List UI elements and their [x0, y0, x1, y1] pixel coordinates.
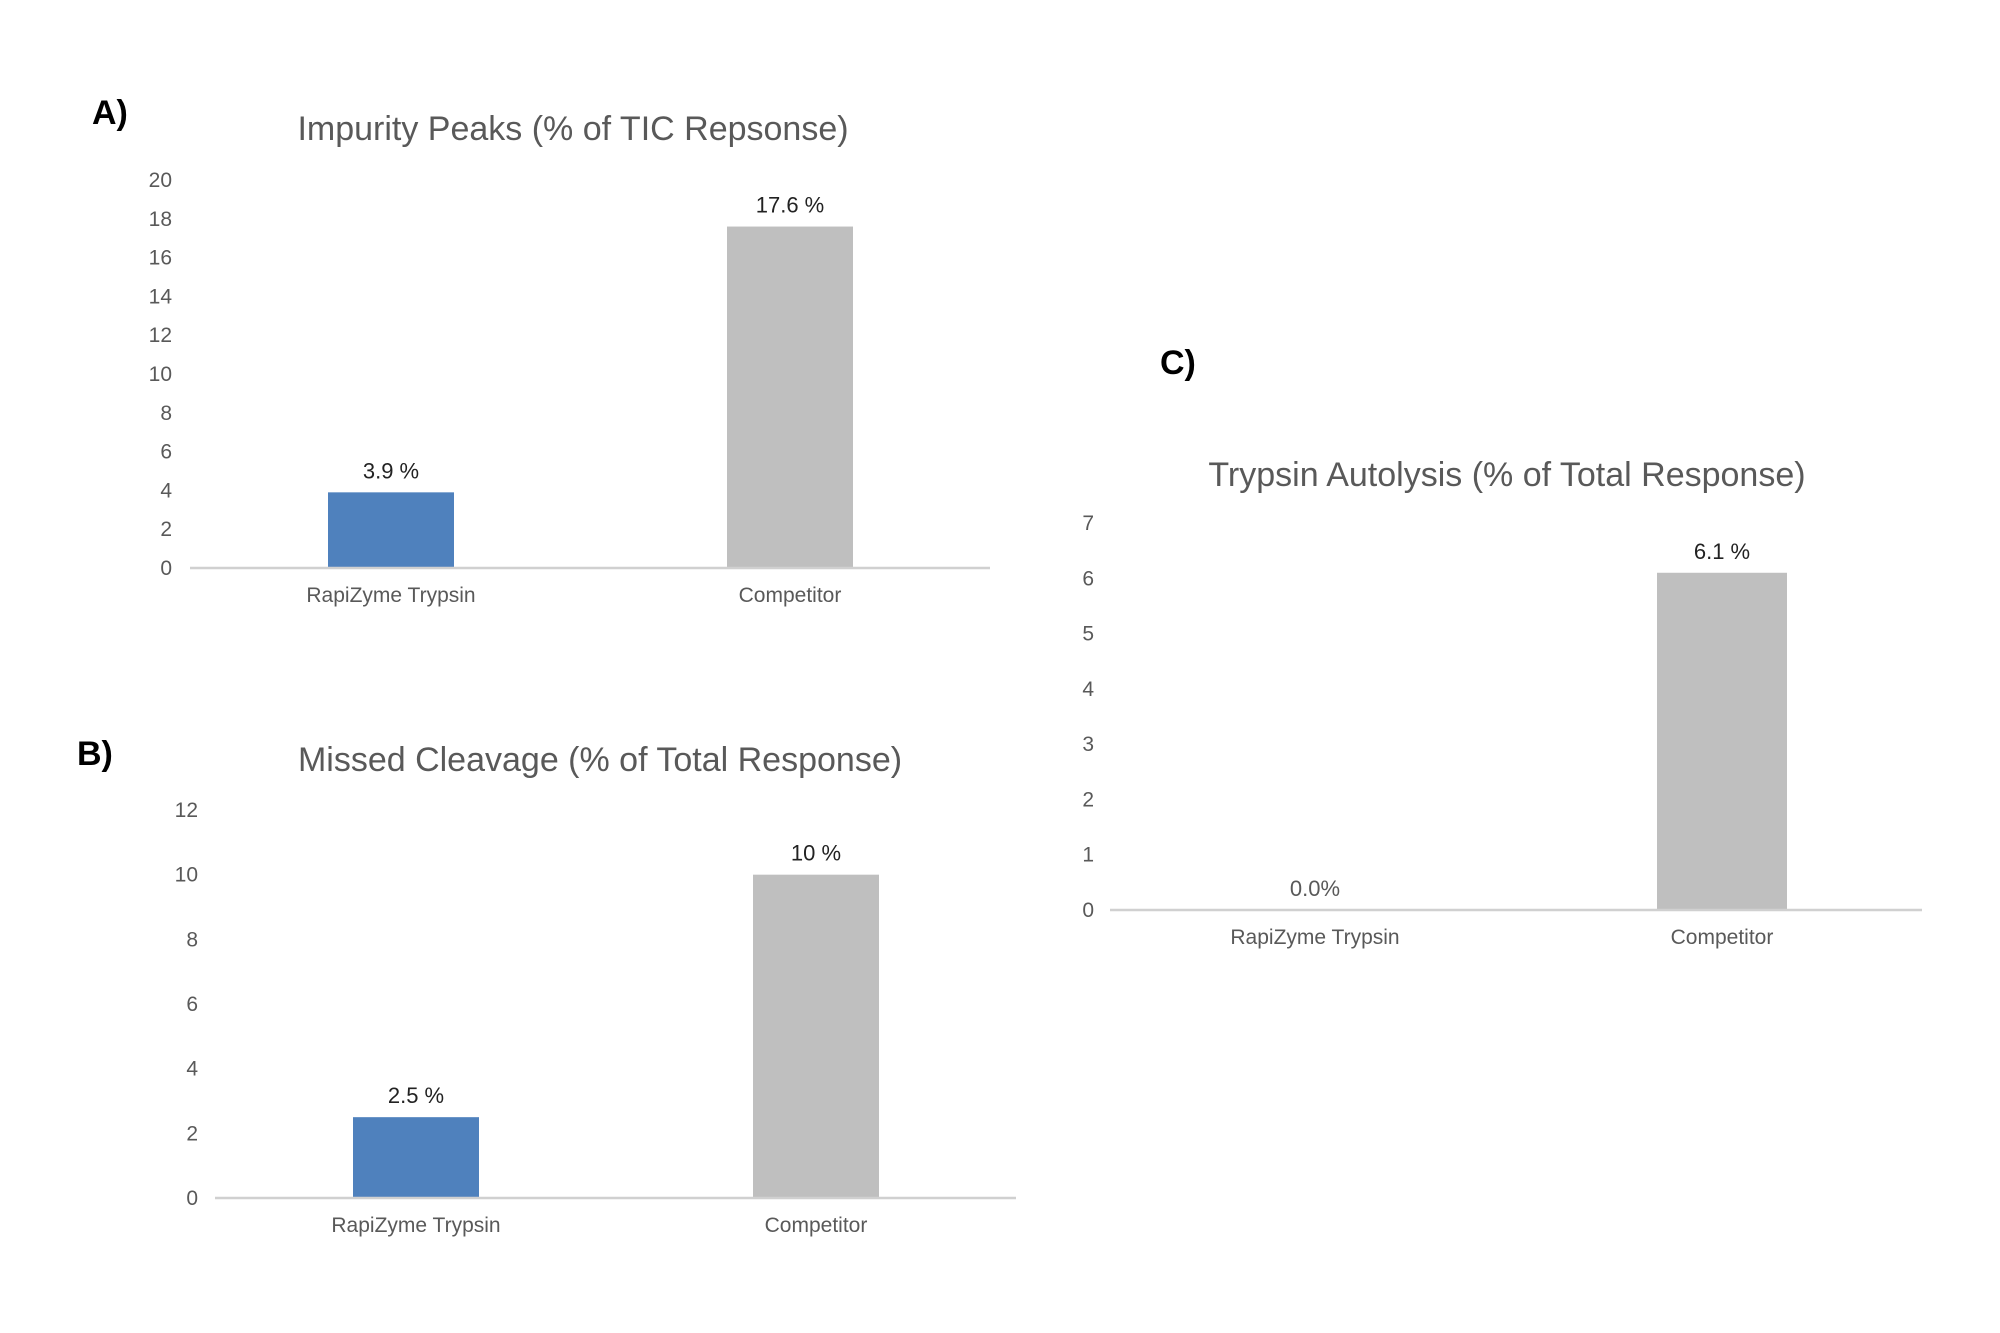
data-label: 6.1 %	[1694, 539, 1750, 564]
data-labels-b: 2.5 % 10 %	[388, 841, 841, 1108]
chart-c: C) Trypsin Autolysis (% of Total Respons…	[1082, 344, 1922, 949]
chart-title-c: Trypsin Autolysis (% of Total Response)	[1208, 456, 1805, 494]
bar	[328, 492, 454, 568]
category-label: RapiZyme Trypsin	[306, 584, 475, 607]
y-tick-label: 0	[160, 557, 172, 580]
y-tick-label: 14	[149, 285, 173, 308]
bars-b	[353, 874, 879, 1198]
category-labels-a: RapiZyme Trypsin Competitor	[306, 584, 841, 607]
y-tick-label: 8	[160, 402, 172, 425]
y-tick-label: 10	[175, 864, 198, 887]
y-tick-label: 12	[175, 799, 198, 822]
y-tick-label: 1	[1082, 844, 1094, 867]
y-ticks-c: 0 1 2 3 4 5 6 7	[1082, 512, 1094, 922]
data-labels-c: 0.0% 6.1 %	[1290, 539, 1750, 901]
chart-b: B) Missed Cleavage (% of Total Response)…	[77, 735, 1016, 1237]
bar	[1657, 572, 1787, 910]
category-label: RapiZyme Trypsin	[331, 1214, 500, 1237]
y-tick-label: 6	[160, 441, 172, 464]
y-tick-label: 2	[186, 1122, 198, 1145]
category-labels-c: RapiZyme Trypsin Competitor	[1230, 926, 1773, 949]
y-tick-label: 4	[160, 479, 172, 502]
category-label: Competitor	[1671, 926, 1774, 949]
category-label: Competitor	[765, 1214, 868, 1237]
y-tick-label: 4	[1082, 678, 1094, 701]
panel-label-a: A)	[92, 94, 128, 132]
y-tick-label: 0	[1082, 899, 1094, 922]
y-tick-label: 16	[149, 247, 172, 270]
data-label: 10 %	[791, 841, 841, 866]
y-ticks-a: 0 2 4 6 8 10 12 14 16 18 20	[149, 169, 173, 580]
data-labels-a: 3.9 % 17.6 %	[363, 193, 824, 484]
data-label: 17.6 %	[756, 193, 825, 218]
bar	[727, 226, 853, 568]
data-label: 0.0%	[1290, 876, 1340, 901]
y-ticks-b: 0 2 4 6 8 10 12	[175, 799, 199, 1210]
y-tick-label: 0	[186, 1187, 198, 1210]
y-tick-label: 6	[1082, 567, 1094, 590]
data-label: 2.5 %	[388, 1083, 444, 1108]
data-label: 3.9 %	[363, 458, 419, 483]
y-tick-label: 5	[1082, 623, 1094, 646]
panel-label-c: C)	[1160, 344, 1196, 382]
y-tick-label: 3	[1082, 733, 1094, 756]
y-tick-label: 18	[149, 208, 172, 231]
category-label: Competitor	[739, 584, 842, 607]
bars-c	[1657, 572, 1787, 910]
y-tick-label: 8	[186, 928, 198, 951]
y-tick-label: 10	[149, 363, 172, 386]
y-tick-label: 6	[186, 993, 198, 1016]
panel-label-b: B)	[77, 735, 113, 773]
y-tick-label: 2	[160, 518, 172, 541]
bar	[753, 874, 879, 1198]
y-tick-label: 12	[149, 324, 172, 347]
y-tick-label: 2	[1082, 788, 1094, 811]
chart-a: A) Impurity Peaks (% of TIC Repsonse) 0 2…	[92, 94, 990, 607]
y-tick-label: 7	[1082, 512, 1094, 535]
category-label: RapiZyme Trypsin	[1230, 926, 1399, 949]
chart-title-b: Missed Cleavage (% of Total Response)	[298, 741, 902, 779]
y-tick-label: 20	[149, 169, 172, 192]
category-labels-b: RapiZyme Trypsin Competitor	[331, 1214, 867, 1237]
bars-a	[328, 226, 853, 568]
chart-title-a: Impurity Peaks (% of TIC Repsonse)	[297, 110, 848, 148]
bar	[353, 1117, 479, 1198]
y-tick-label: 4	[186, 1058, 198, 1081]
